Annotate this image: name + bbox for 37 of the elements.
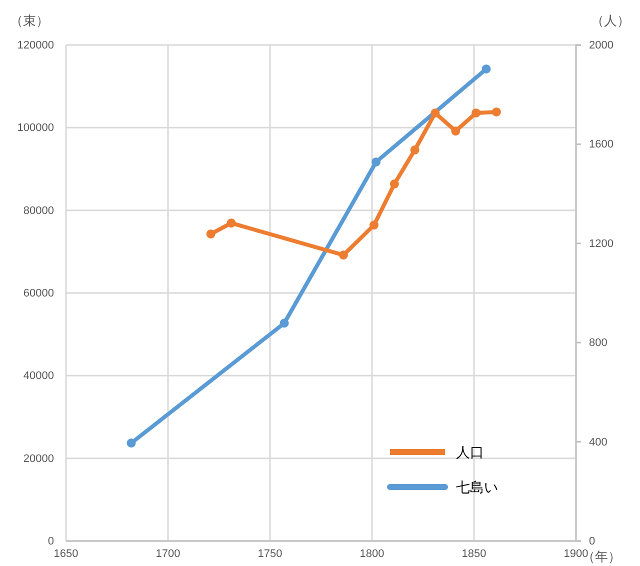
y-tick-label: 100000 (17, 122, 54, 134)
y2-tick-label: 0 (589, 536, 596, 548)
x-tick-label: 1700 (156, 548, 180, 560)
point (472, 108, 481, 118)
x-tick-label: 1850 (462, 548, 486, 560)
legend-label: 人口 (456, 445, 484, 461)
y2-axis-title: （人） (591, 14, 630, 29)
x-tick-label: 1750 (258, 548, 282, 560)
point (370, 220, 379, 230)
point (206, 229, 216, 238)
y-tick-label: 80000 (23, 204, 54, 217)
y-axis-title: （束） (10, 14, 49, 29)
point (492, 107, 501, 116)
point (430, 108, 440, 118)
y2-tick-label: 400 (589, 436, 608, 448)
y-tick-label: 120000 (17, 40, 54, 52)
x-tick-label: 1900 (564, 548, 588, 560)
y-tick-label: 20000 (23, 452, 54, 465)
y-tick-label: 40000 (23, 370, 54, 382)
point (280, 318, 289, 328)
x-tick-label: 1650 (54, 548, 78, 560)
point (226, 218, 236, 228)
point (410, 145, 420, 154)
point (451, 126, 460, 136)
point (482, 64, 491, 74)
point (338, 250, 348, 260)
x-tick-label: 1800 (360, 548, 384, 560)
y2-tick-label: 1600 (589, 138, 614, 151)
y2-tick-label: 800 (589, 337, 608, 350)
legend-label: 七島い (456, 480, 498, 496)
y-tick-label: 60000 (23, 288, 54, 300)
point (372, 157, 381, 166)
point (126, 438, 136, 448)
y-tick-label: 0 (48, 536, 54, 548)
y2-tick-label: 1200 (589, 238, 614, 250)
y2-tick-label: 2000 (589, 40, 614, 52)
point (390, 179, 399, 188)
